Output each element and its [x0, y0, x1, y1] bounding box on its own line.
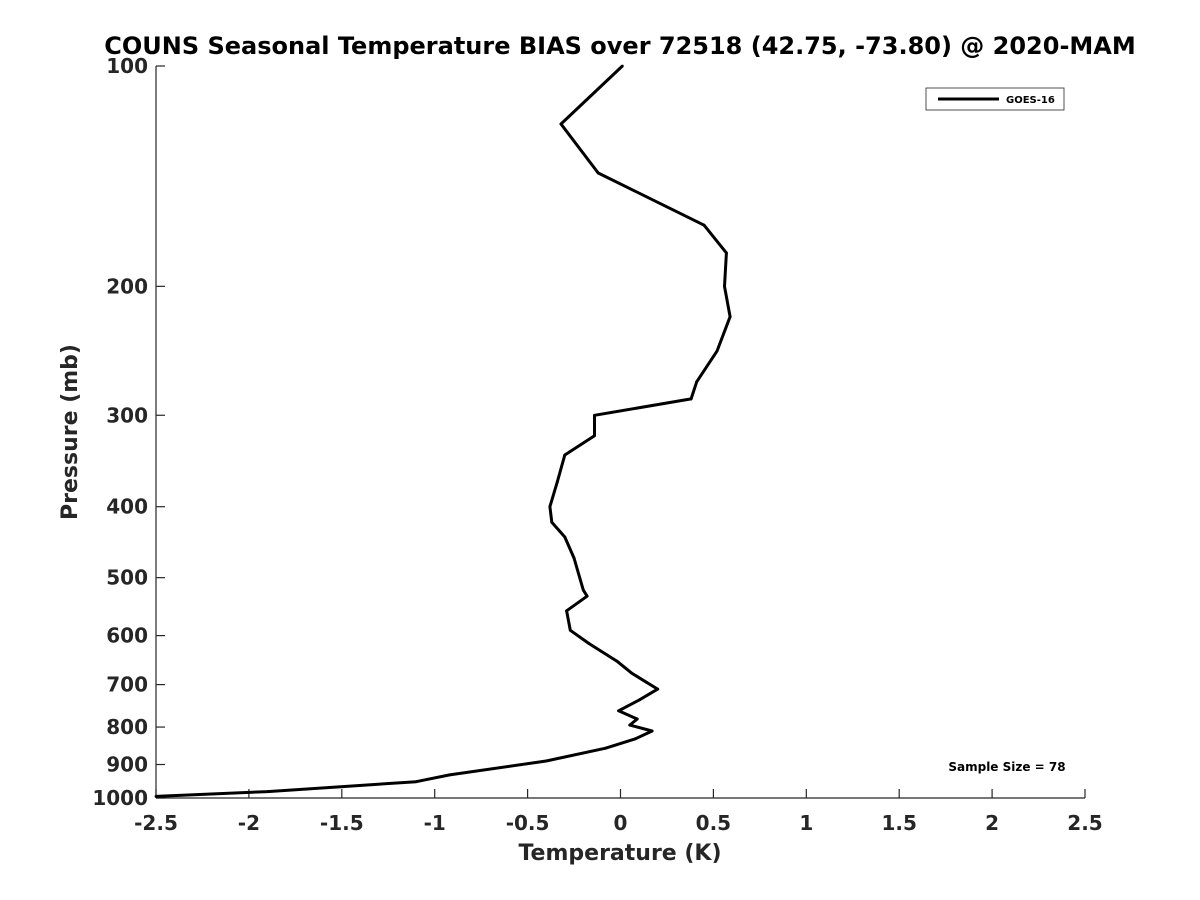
data-point: [723, 284, 726, 288]
x-tick-label: 0.5: [696, 811, 731, 835]
x-tick-label: -2.5: [134, 811, 178, 835]
data-point: [563, 535, 567, 539]
data-point: [596, 171, 600, 175]
data-point: [645, 680, 648, 684]
y-tick-label: 200: [106, 274, 148, 298]
data-point: [689, 397, 693, 401]
data-point: [550, 520, 554, 524]
x-tick-label: -0.5: [506, 811, 550, 835]
y-tick-label: 500: [106, 566, 148, 590]
series-line-goes-16: [155, 64, 732, 798]
series-points: [154, 64, 732, 798]
y-tick-label: 600: [106, 624, 148, 648]
x-tick-label: -2: [238, 811, 260, 835]
legend: GOES-16: [925, 87, 1065, 111]
data-point: [656, 687, 660, 691]
data-point: [555, 480, 559, 484]
data-point: [448, 773, 451, 777]
data-point: [559, 122, 563, 126]
y-tick-label: 1000: [92, 786, 148, 810]
y-tick-label: 300: [106, 403, 148, 427]
data-point: [266, 790, 269, 793]
x-tick-label: 1: [799, 811, 813, 835]
x-axis-label: Temperature (K): [518, 841, 721, 866]
data-point: [715, 349, 719, 353]
data-point: [568, 628, 572, 632]
data-point: [633, 737, 637, 741]
data-point: [635, 717, 639, 721]
data-point: [587, 642, 591, 645]
data-point: [585, 594, 589, 598]
data-point: [695, 380, 699, 384]
data-point: [630, 671, 634, 675]
data-point: [617, 709, 621, 713]
data-point: [725, 251, 728, 255]
data-point: [565, 609, 569, 613]
data-point: [650, 729, 654, 733]
x-ticks: -2.5 -2 -1.5 -1 -0.5 0 0.5 1 1.5 2 2.5: [134, 789, 1103, 835]
data-point: [548, 505, 552, 509]
x-tick-label: -1.5: [320, 811, 364, 835]
data-point: [593, 413, 596, 417]
x-tick-label: 2: [985, 811, 999, 835]
data-point: [628, 723, 632, 727]
x-tick-label: 2.5: [1067, 811, 1102, 835]
data-point: [615, 659, 619, 663]
data-point: [581, 588, 585, 592]
x-tick-label: -1: [424, 811, 446, 835]
data-point: [572, 556, 576, 560]
y-tick-label: 100: [106, 54, 148, 78]
data-point: [563, 453, 567, 457]
data-point: [544, 759, 548, 763]
x-tick-label: 1.5: [881, 811, 916, 835]
y-axis-label: Pressure (mb): [58, 344, 83, 520]
data-point: [414, 780, 418, 784]
legend-label: GOES-16: [1006, 95, 1055, 106]
chart-title: COUNS Seasonal Temperature BIAS over 725…: [104, 32, 1136, 60]
y-ticks: 100 200 300 400 500 600 700 800 900 1000: [92, 54, 165, 810]
data-point: [702, 223, 706, 227]
data-point: [728, 315, 732, 319]
x-tick-label: 0: [614, 811, 628, 835]
y-tick-label: 700: [106, 673, 148, 697]
data-point: [593, 434, 596, 438]
sample-size-annotation: Sample Size = 78: [948, 760, 1065, 774]
data-point: [154, 795, 158, 798]
y-tick-label: 800: [106, 715, 148, 739]
data-point: [604, 746, 608, 750]
data-point: [620, 64, 624, 68]
y-tick-label: 400: [106, 495, 148, 519]
y-tick-label: 900: [106, 753, 148, 777]
data-point: [637, 698, 641, 702]
